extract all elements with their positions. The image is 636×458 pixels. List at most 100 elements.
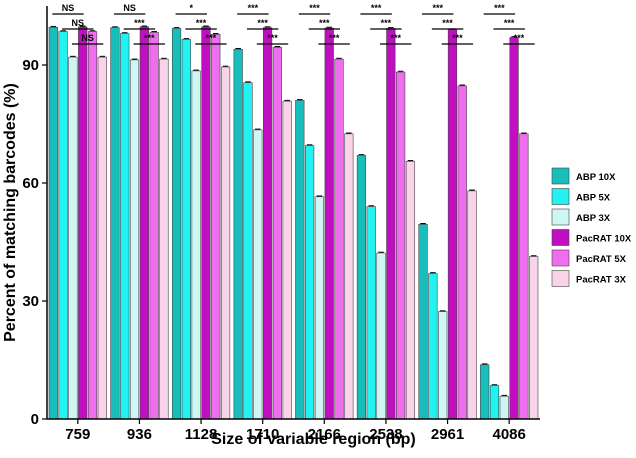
significance-label: *** [257,18,268,28]
bar [129,59,140,420]
bar [334,58,344,420]
bar [499,395,509,420]
bars-layer [48,25,539,420]
legend-swatch [551,208,570,226]
bar [262,27,273,420]
bar [181,39,191,420]
x-tick-label: 1710 [246,426,279,443]
bar [386,28,396,420]
legend: ABP 10X ABP 5X ABP 3X PacRAT 10X PacRAT 5X Pa… [551,167,632,287]
legend-label: PacRAT 3X [576,275,627,286]
x-tick-label: 2961 [431,426,464,443]
bar [78,26,88,420]
significance-label: *** [267,33,278,43]
significance-label: *** [206,33,217,43]
legend-swatch [551,270,570,287]
bar [110,27,120,420]
significance-label: *** [504,18,515,28]
legend-label: ABP 3X [576,213,611,224]
y-tick-label: 90 [22,57,39,74]
bar [171,28,182,420]
bar [159,58,169,420]
significance-label: NS [72,18,85,28]
bar [356,155,367,420]
bar [344,133,354,420]
legend-label: PacRAT 5X [576,254,627,265]
significance-label: *** [514,33,525,43]
x-tick-label: 1128 [185,426,218,443]
bar [139,26,149,420]
significance-label: NS [123,3,136,13]
significance-label: *** [452,33,463,43]
significance-label: *** [433,3,444,13]
bar [282,100,292,420]
y-tick-label: 0 [31,411,39,428]
legend-item: PacRAT 10X [551,229,632,246]
bar [529,256,539,420]
legend-swatch [551,249,570,267]
bar [438,311,448,420]
bar [253,129,263,420]
bar [519,133,529,420]
significance-label: *** [309,3,320,13]
bar [457,85,467,420]
significance-label: NS [62,3,75,13]
x-axis-title: Size of variable region (bp) [211,431,415,448]
significance-label: NS [81,33,94,43]
y-axis-title: Percent of matching barcodes (%) [2,83,19,342]
significance-label: *** [494,3,505,13]
bar [428,273,438,420]
y-tick-label: 60 [22,175,39,192]
bar [366,206,376,420]
y-ticks: 0 30 60 90 [22,57,47,428]
bar [509,37,519,420]
axes [46,6,540,420]
bar [97,56,107,420]
bar [233,48,243,420]
x-tick-label: 2166 [308,426,341,443]
bar [48,26,58,420]
bar [418,224,428,420]
bar [295,100,305,420]
bar [405,161,416,420]
bar [149,32,159,420]
bar [396,71,406,420]
significance-label: *** [442,18,453,28]
legend-item: PacRAT 5X [551,249,627,267]
bar [120,33,130,420]
legend-item: ABP 3X [551,208,611,226]
bar [489,385,500,420]
significance-label: *** [144,33,155,43]
x-ticks: 759 936 1128 1710 2166 2538 2961 4086 [65,419,526,443]
significance-label: *** [319,18,330,28]
bar [467,190,477,420]
bar [314,196,325,420]
y-tick-label: 30 [22,293,39,310]
legend-item: ABP 10X [551,167,616,185]
bar [211,34,221,420]
significance-label: *** [134,18,145,28]
legend-label: ABP 5X [576,193,611,204]
bar [447,29,458,420]
legend-label: ABP 10X [576,172,616,183]
legend-item: PacRAT 3X [551,270,627,287]
bar [376,252,386,420]
legend-swatch [551,229,570,246]
bar [324,27,334,420]
significance-label: * [190,3,194,13]
bar [68,56,78,420]
bar [243,82,253,420]
x-tick-label: 936 [127,426,152,443]
significance-label: *** [248,3,259,13]
bar [191,70,201,420]
legend-swatch [551,188,570,205]
bar [201,26,211,420]
bar [305,145,315,420]
significance-label: *** [390,33,401,43]
significance-label: *** [381,18,392,28]
x-tick-label: 4086 [493,426,526,443]
bar [480,364,490,420]
significance-label: *** [329,33,340,43]
significance-annotations: NSNSNSNS********************************… [52,3,535,45]
bar [87,31,98,420]
